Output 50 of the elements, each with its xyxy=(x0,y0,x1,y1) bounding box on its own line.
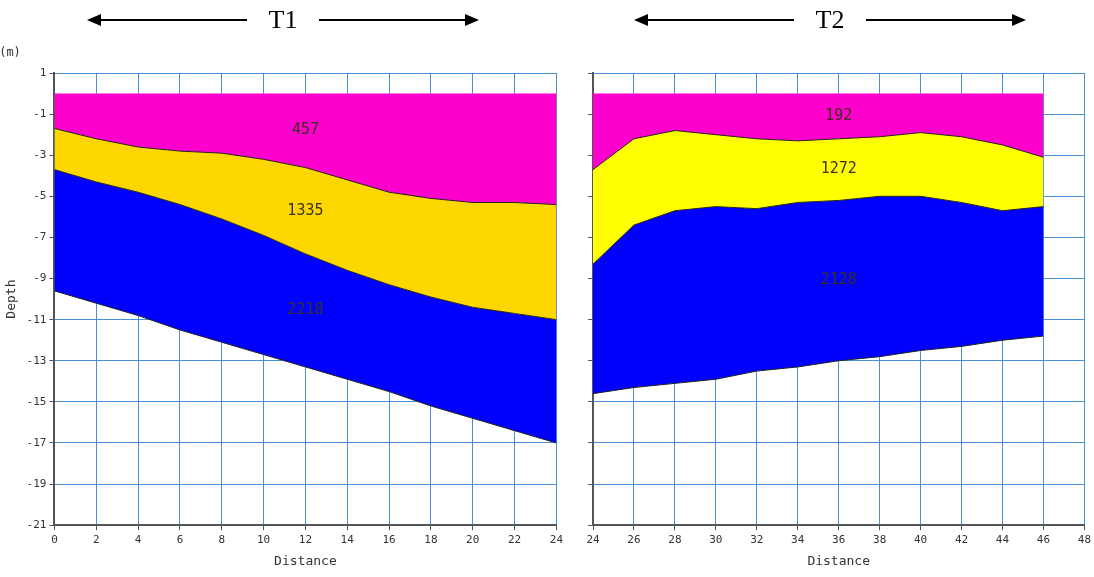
annotation: 192 xyxy=(825,106,853,125)
x-tick-label: 22 xyxy=(507,532,522,546)
x-tick-label: 8 xyxy=(218,532,226,546)
text: (m) xyxy=(0,45,21,60)
x-tick-label: 32 xyxy=(750,532,764,546)
x-tick-label: 2 xyxy=(92,532,100,546)
y-tick-label: 1 xyxy=(39,65,47,79)
x-tick-label: 34 xyxy=(791,532,805,546)
x-tick-label: 38 xyxy=(873,532,887,546)
x-tick-label: 44 xyxy=(995,532,1010,546)
annotation: 1335 xyxy=(287,200,324,219)
y-tick-label: -9 xyxy=(33,271,47,285)
x-tick-label: 24 xyxy=(586,532,600,546)
x-tick-label: 20 xyxy=(466,532,480,546)
annotation: 2128 xyxy=(820,270,857,289)
x-tick-label: 12 xyxy=(298,532,313,546)
annotation: 457 xyxy=(291,120,319,139)
x-tick-label: 28 xyxy=(668,532,682,546)
y-tick-label: -19 xyxy=(26,476,47,490)
x-tick-label: 24 xyxy=(549,532,564,546)
y-tick-label: -5 xyxy=(33,189,47,203)
y-tick-label: -3 xyxy=(33,148,47,162)
y-tick-label: -21 xyxy=(26,518,47,532)
x-tick-label: 46 xyxy=(1036,532,1051,546)
x-axis-title: Distance xyxy=(807,552,871,568)
x-tick-label: 18 xyxy=(424,532,438,546)
x-tick-label: 6 xyxy=(176,532,184,546)
x-tick-label: 40 xyxy=(913,532,928,546)
y-axis-title: Depth xyxy=(3,279,19,319)
y-tick-label: -15 xyxy=(26,394,47,408)
y-tick-label: -7 xyxy=(33,230,47,244)
x-tick-label: 10 xyxy=(256,532,271,546)
x-tick-label: 48 xyxy=(1077,532,1091,546)
x-tick-label: 4 xyxy=(134,532,142,546)
annotation: 1272 xyxy=(820,159,857,178)
y-tick-label: -13 xyxy=(26,353,47,367)
x-tick-label: 14 xyxy=(340,532,355,546)
x-axis-title: Distance xyxy=(274,552,337,568)
x-tick-label: 42 xyxy=(954,532,969,546)
y-tick-label: -11 xyxy=(26,312,47,326)
chart-title: T2 xyxy=(815,5,845,35)
y-tick-label: -17 xyxy=(26,435,47,449)
y-tick-label: -1 xyxy=(33,106,47,120)
annotation: 2218 xyxy=(287,300,324,319)
x-tick-label: 0 xyxy=(51,532,58,546)
x-tick-label: 36 xyxy=(832,532,846,546)
x-tick-label: 16 xyxy=(382,532,396,546)
x-tick-label: 26 xyxy=(627,532,641,546)
chart-title: T1 xyxy=(268,5,298,35)
x-tick-label: 30 xyxy=(709,532,723,546)
